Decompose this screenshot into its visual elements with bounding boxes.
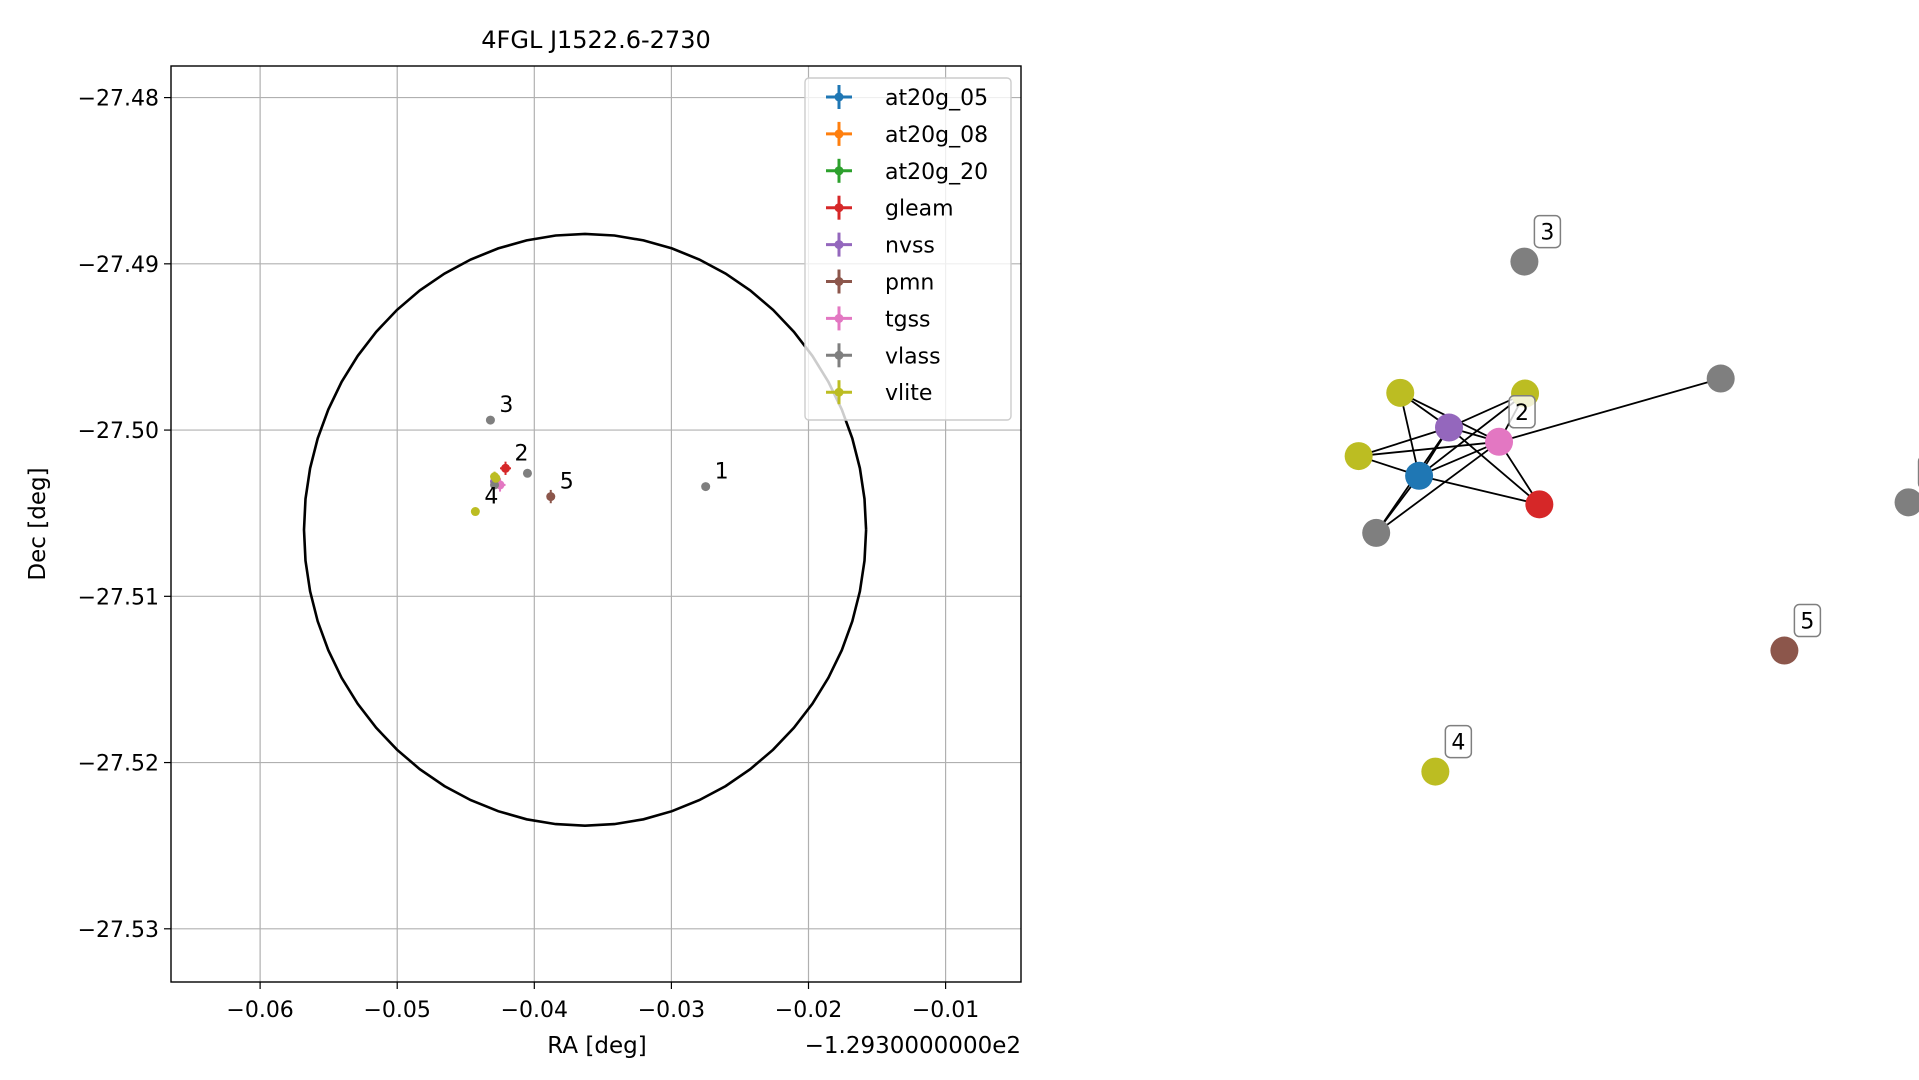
x-tick-label: −0.06 [226,998,293,1023]
data-marks [470,415,711,517]
network-node [1344,442,1373,471]
network-node [1405,461,1434,490]
data-point-vlass [701,482,711,492]
x-tick-label: −0.05 [363,998,430,1023]
y-tick-label: −27.52 [78,752,159,777]
legend-marker-dot [834,350,844,360]
x-tick-label: −0.04 [501,998,568,1023]
network-node [1525,490,1554,519]
x-tick-label: −0.02 [775,998,842,1023]
network-node [1510,247,1539,276]
y-tick-label: −27.51 [78,585,159,610]
network-node-label: 3 [1540,221,1554,246]
network-node [1435,413,1463,442]
annotation-label: 5 [560,470,574,495]
data-point-vlass [485,415,495,425]
network-node [1706,364,1735,393]
legend-label-nvss: nvss [885,234,935,259]
network-edge [1448,426,1540,506]
data-point-vlass [522,468,532,478]
data-point-vlite [470,507,480,517]
legend-label-vlite: vlite [885,381,932,406]
network-node-label: 2 [1515,401,1529,426]
annotation-label: 2 [515,441,529,466]
x-axis-label: RA [deg] [547,1033,646,1059]
network-node [1770,636,1799,665]
annotation-label: 3 [499,393,513,418]
x-tick-label: −0.01 [912,998,979,1023]
y-tick-label: −27.53 [78,918,159,943]
chart-title: 4FGL J1522.6-2730 [481,26,710,54]
data-point-pmn [546,492,556,502]
legend-label-vlass: vlass [885,344,941,369]
network-node-label-box [1444,724,1473,759]
legend-marker-dot [834,387,844,397]
network-edge [1399,392,1420,476]
legend-marker-dot [834,129,844,139]
error-ellipse-layer [302,232,868,828]
legend-box [804,77,1012,421]
network-edge [1375,441,1500,534]
network-node [1362,518,1391,547]
annotation-label: 1 [715,460,729,485]
network-edge [1358,426,1450,457]
network-node [1421,757,1450,786]
network-node-label: 4 [1451,731,1465,756]
network-nodes [1344,247,1919,786]
error-ellipse [302,232,868,828]
legend-label-gleam: gleam [885,197,954,222]
x-axis-offset-label: −1.2930000000e2 [805,1033,1021,1059]
y-axis-label: Dec [deg] [25,467,51,580]
data-point-gleam [501,463,511,473]
axis-ticks: −0.06 −0.05 −0.04 −0.03 −0.02 −0.01 −27.48 −27.… [78,87,980,1023]
legend-marker-dot [834,203,844,213]
legend-label-tgss: tgss [885,307,931,332]
network-node [1894,488,1919,517]
legend-marker-dot [834,240,844,250]
network-edge [1418,440,1500,477]
network-node [1386,378,1415,407]
network-edge [1358,440,1500,457]
network-node-label-box [1793,603,1822,638]
data-point-vlite [491,473,501,483]
y-tick-label: −27.49 [78,253,159,278]
network-node-label-box [1533,214,1562,249]
x-tick-label: −0.03 [638,998,705,1023]
legend-marker-dot [834,277,844,286]
plot-frame [170,65,1022,983]
legend-marker-dot [834,92,844,102]
network-edge [1418,474,1540,506]
network-node [1485,427,1514,456]
network-node-label-box [1508,395,1536,429]
network-node-label: 5 [1800,610,1814,635]
legend-marker-dot [834,313,844,323]
y-tick-label: −27.48 [78,87,159,112]
legend-label-pmn: pmn [885,271,934,296]
legend-label-at20g_08: at20g_08 [885,123,988,148]
network-edge [1498,377,1721,443]
legend-label-at20g_05: at20g_05 [885,86,988,111]
y-tick-label: −27.50 [78,419,159,444]
annotation-label: 4 [484,485,498,510]
legend-label-at20g_20: at20g_20 [885,160,988,185]
legend-marker-dot [834,166,844,176]
